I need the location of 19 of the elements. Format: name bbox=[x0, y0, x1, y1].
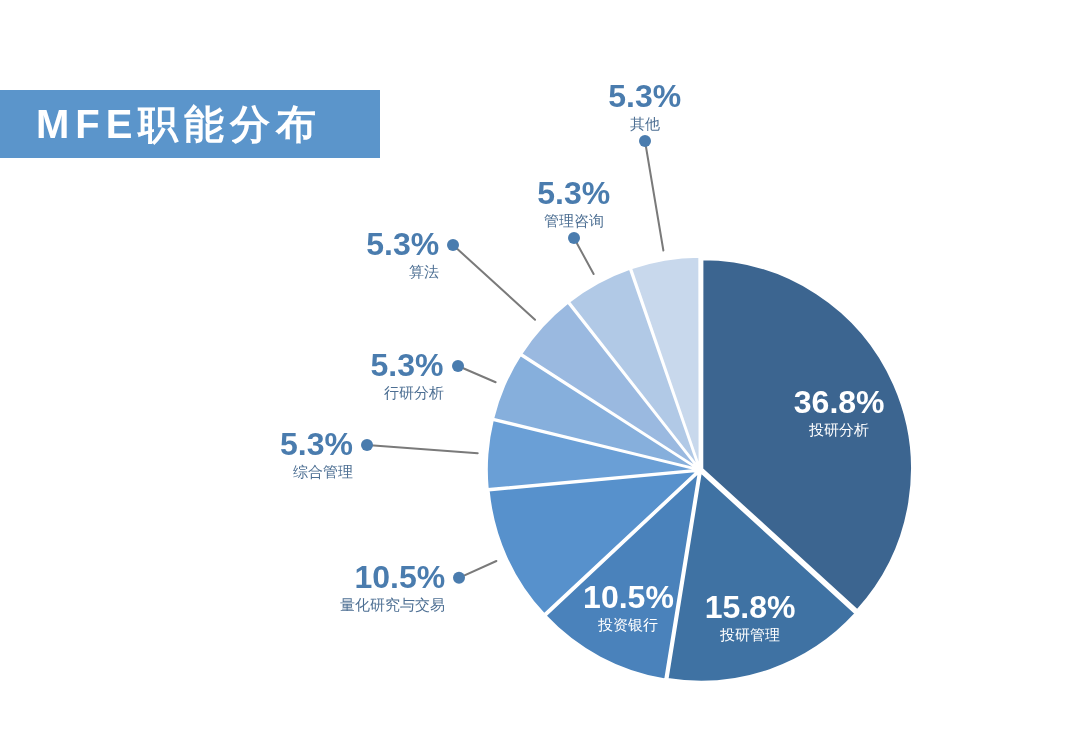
slice-label: 量化研究与交易 bbox=[340, 596, 446, 614]
data-label: 15.8% bbox=[704, 588, 796, 625]
slice-label: 行研分析 bbox=[383, 383, 444, 401]
data-label: 5.3% bbox=[608, 77, 682, 114]
slice-label: 其他 bbox=[629, 114, 660, 132]
data-label: 5.3% bbox=[537, 175, 611, 212]
data-label: 10.5% bbox=[583, 579, 674, 616]
chart-title: MFE职能分布 bbox=[0, 90, 380, 158]
data-label: 5.3% bbox=[279, 426, 353, 463]
data-label: 5.3% bbox=[366, 226, 440, 263]
data-label: 36.8% bbox=[793, 383, 885, 420]
data-label: 10.5% bbox=[354, 559, 446, 596]
slice-label: 管理咨询 bbox=[543, 212, 604, 230]
slice-label: 投研分析 bbox=[808, 420, 870, 438]
slice-label: 算法 bbox=[409, 263, 440, 281]
slice-label: 投研管理 bbox=[719, 625, 781, 643]
data-label: 5.3% bbox=[370, 346, 444, 383]
slice-label: 综合管理 bbox=[292, 463, 353, 481]
slice-label: 投资银行 bbox=[597, 616, 659, 634]
